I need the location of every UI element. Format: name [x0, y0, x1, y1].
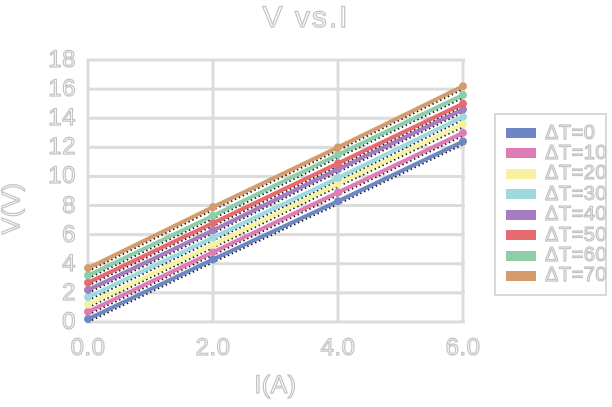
series-marker-dt70: [209, 203, 217, 212]
series-line-dt60: [86, 92, 465, 278]
trendline-dt60: [87, 97, 464, 280]
legend-entry-dt0: ΔT=0: [506, 121, 605, 144]
x-tick-label: 2.0: [195, 333, 231, 361]
series-marker-dt30: [209, 233, 217, 242]
legend: ΔT=0 ΔT=10 ΔT=20 ΔT=30 ΔT=40 ΔT=50 ΔT=60 ΔT=70: [494, 113, 607, 296]
trendline-dt40: [87, 111, 464, 294]
series-marker-dt10: [84, 307, 92, 316]
y-tick-label: 0: [62, 307, 77, 335]
legend-swatch: [506, 250, 536, 261]
series-marker-dt30: [84, 293, 92, 302]
series-line-dt0: [86, 139, 465, 322]
legend-swatch: [506, 148, 536, 159]
y-tick-label: 6: [62, 220, 77, 248]
x-tick-label: 0.0: [70, 333, 106, 361]
series-marker-dt40: [209, 226, 217, 235]
series-marker-dt0: [334, 197, 342, 206]
series-marker-dt10: [459, 128, 467, 137]
series-marker-dt40: [459, 105, 467, 114]
legend-entry-dt10: ΔT=10: [506, 141, 608, 165]
legend-label: ΔT=70: [544, 264, 608, 287]
y-tick-label: 18: [48, 45, 76, 73]
x-tick-label: 6.0: [445, 333, 481, 361]
series-marker-dt40: [84, 285, 92, 294]
series-marker-dt20: [209, 240, 217, 249]
series-marker-dt30: [334, 173, 342, 182]
series-marker-dt20: [334, 179, 342, 188]
trendline-dt30: [87, 118, 464, 302]
series-marker-dt40: [334, 165, 342, 174]
trendline-dt70: [87, 88, 464, 272]
series-line-dt40: [86, 107, 465, 292]
legend-label: ΔT=30: [544, 182, 608, 205]
series-marker-dt60: [84, 271, 92, 280]
legend-entry-dt60: ΔT=60: [506, 243, 608, 267]
x-tick-label: 4.0: [320, 333, 356, 361]
series-line-dt20: [86, 122, 465, 307]
series-marker-dt30: [459, 112, 467, 121]
series-marker-dt0: [459, 137, 467, 146]
legend-swatch: [506, 128, 536, 138]
series-marker-dt70: [459, 82, 467, 91]
trendline-dt20: [87, 126, 464, 309]
y-tick-label: 14: [48, 104, 76, 132]
legend-entry-dt70: ΔT=70: [506, 264, 608, 287]
series-marker-dt50: [84, 278, 92, 287]
series-line-dt50: [86, 101, 465, 285]
legend-entry-dt40: ΔT=40: [506, 203, 608, 226]
y-tick-label: 16: [48, 75, 76, 103]
y-tick-label: 2: [62, 278, 77, 306]
legend-label: ΔT=20: [544, 162, 608, 185]
legend-entry-dt20: ΔT=20: [506, 162, 608, 185]
legend-entry-dt50: ΔT=50: [506, 223, 608, 246]
series-marker-dt50: [209, 219, 217, 228]
legend-swatch: [506, 189, 536, 200]
legend-label: ΔT=60: [544, 243, 608, 267]
series-marker-dt50: [334, 159, 342, 168]
series-marker-dt20: [459, 120, 467, 129]
legend-label: ΔT=50: [544, 223, 608, 246]
legend-entry-dt30: ΔT=30: [506, 182, 608, 205]
series-marker-dt0: [84, 315, 92, 324]
chart-title: V vs.I: [262, 0, 350, 34]
legend-swatch: [506, 209, 536, 220]
x-axis-label: I(A): [254, 370, 297, 399]
series-marker-dt70: [84, 264, 92, 273]
series-marker-dt0: [209, 255, 217, 264]
legend-swatch: [506, 168, 536, 179]
trendline-dt10: [87, 134, 464, 316]
legend-label: ΔT=10: [544, 141, 608, 164]
series-marker-dt20: [84, 300, 92, 309]
series-marker-dt10: [209, 248, 217, 257]
series-line-dt30: [86, 114, 465, 300]
y-tick-label: 4: [62, 249, 77, 277]
trendline-dt0: [87, 143, 464, 323]
legend-swatch: [506, 230, 536, 241]
y-tick-label: 10: [48, 162, 76, 190]
series-marker-dt60: [334, 150, 342, 159]
series-marker-dt60: [209, 211, 217, 220]
legend-label: ΔT=0: [544, 121, 596, 144]
trendline-dt50: [87, 105, 464, 287]
legend-label: ΔT=40: [544, 203, 608, 226]
y-tick-label: 8: [62, 191, 77, 219]
legend-swatch: [506, 270, 536, 281]
series-line-dt70: [86, 84, 465, 271]
series-line-dt10: [86, 130, 465, 314]
series-marker-dt60: [459, 90, 467, 99]
series-marker-dt50: [459, 99, 467, 108]
y-tick-label: 12: [48, 133, 76, 161]
series-marker-dt10: [334, 188, 342, 197]
series-marker-dt70: [334, 143, 342, 152]
